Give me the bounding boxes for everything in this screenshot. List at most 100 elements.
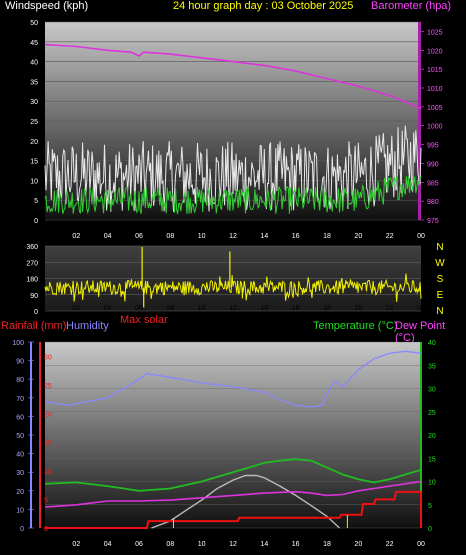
temp-y-tick: 5: [428, 503, 432, 510]
rain-y-tick: 15: [44, 440, 52, 447]
temp-x-tick: 12: [229, 541, 237, 548]
wind-x-tick: 04: [104, 233, 112, 240]
wind-y-tick: 15: [30, 159, 38, 166]
wind-x-tick: 12: [229, 233, 237, 240]
baro-y-tick: 995: [427, 143, 439, 150]
wind-label: Windspeed (kph): [5, 0, 89, 12]
direction-x-tick: 06: [135, 305, 143, 312]
baro-y-tick: 1010: [427, 86, 443, 93]
max-solar-label: Max solar: [120, 314, 168, 326]
wind-x-tick: 14: [260, 233, 268, 240]
direction-x-tick: 10: [198, 305, 206, 312]
direction-x-tick: 04: [104, 305, 112, 312]
direction-x-tick: 02: [72, 305, 80, 312]
temp-x-tick: 08: [166, 541, 174, 548]
direction-x-tick: 12: [229, 305, 237, 312]
wind-x-tick: 02: [72, 233, 80, 240]
compass-letter: S: [437, 274, 444, 285]
humidity-y-tick: 70: [16, 396, 24, 403]
humidity-y-tick: 10: [16, 507, 24, 514]
dew-point-line: [44, 480, 422, 508]
baro-y-tick: 1015: [427, 67, 443, 74]
baro-y-tick: 975: [427, 218, 439, 225]
direction-x-tick: 22: [386, 305, 394, 312]
temp-x-tick: 20: [354, 541, 362, 548]
temp-y-tick: 35: [428, 363, 436, 370]
barometer-label: Barometer (hpa): [371, 0, 452, 12]
wind-x-tick: 16: [292, 233, 300, 240]
rain-y-tick: 10: [44, 469, 52, 476]
wind-y-tick: 40: [30, 60, 38, 67]
wind-y-tick: 35: [30, 79, 38, 86]
compass-letter: W: [435, 258, 445, 269]
temp-x-tick: 00: [417, 541, 425, 548]
compass-letter: N: [436, 242, 443, 253]
direction-y-tick: 270: [26, 260, 38, 267]
wind-y-tick: 20: [30, 139, 38, 146]
wind-y-tick: 50: [30, 20, 38, 27]
wind-y-tick: 25: [30, 119, 38, 126]
temp-x-tick: 02: [72, 541, 80, 548]
temp-y-tick: 40: [428, 340, 436, 347]
wind-x-tick: 10: [198, 233, 206, 240]
wind-y-tick: 5: [34, 198, 38, 205]
wind-x-tick: 22: [386, 233, 394, 240]
humidity-y-tick: 60: [16, 414, 24, 421]
dew-point-label: Dew Point (°C): [395, 320, 446, 344]
direction-x-tick: 14: [260, 305, 268, 312]
direction-y-tick: 180: [26, 277, 38, 284]
rain-y-tick: 0: [44, 526, 48, 533]
temp-y-tick: 25: [428, 410, 436, 417]
direction-x-tick: 16: [292, 305, 300, 312]
humidity-y-tick: 80: [16, 377, 24, 384]
rain-y-tick: 5: [44, 497, 48, 504]
wind-y-tick: 30: [30, 99, 38, 106]
wind-x-tick: 18: [323, 233, 331, 240]
baro-y-tick: 980: [427, 199, 439, 206]
temp-x-tick: 06: [135, 541, 143, 548]
humidity-line: [44, 350, 422, 408]
compass-letter: E: [437, 290, 444, 301]
temp-x-tick: 18: [323, 541, 331, 548]
temperature-line: [44, 458, 422, 492]
wind-x-tick: 20: [354, 233, 362, 240]
humidity-y-tick: 40: [16, 452, 24, 459]
rain-y-tick: 30: [44, 354, 52, 361]
direction-x-tick: 20: [354, 305, 362, 312]
graph-title: 24 hour graph day : 03 October 2025: [173, 0, 354, 12]
wind-average-line: [44, 176, 422, 215]
temp-x-tick: 04: [104, 541, 112, 548]
temp-y-tick: 10: [428, 480, 436, 487]
humidity-y-tick: 0: [20, 526, 24, 533]
humidity-y-tick: 50: [16, 433, 24, 440]
baro-y-tick: 1025: [427, 29, 443, 36]
wind-x-tick: 08: [166, 233, 174, 240]
wind-y-tick: 45: [30, 40, 38, 47]
temp-x-tick: 10: [198, 541, 206, 548]
wind-direction-line: [44, 273, 422, 302]
temp-x-tick: 14: [260, 541, 268, 548]
compass-letter: N: [436, 306, 443, 317]
humidity-label: Humidity: [66, 320, 109, 332]
rainfall-label: Rainfall (mm): [1, 320, 67, 332]
direction-x-tick: 08: [166, 305, 174, 312]
temp-y-tick: 0: [428, 526, 432, 533]
direction-y-tick: 90: [30, 293, 38, 300]
rainfall-line: [45, 490, 422, 529]
humidity-y-tick: 30: [16, 470, 24, 477]
temp-x-tick: 22: [386, 541, 394, 548]
baro-y-tick: 1005: [427, 105, 443, 112]
baro-y-tick: 985: [427, 180, 439, 187]
direction-y-tick: 0: [34, 309, 38, 316]
baro-y-tick: 990: [427, 161, 439, 168]
temp-y-tick: 30: [428, 387, 436, 394]
baro-axis-bar: [418, 22, 421, 220]
temperature-label: Temperature (°C): [313, 320, 398, 332]
direction-y-tick: 360: [26, 244, 38, 251]
barometer-line: [44, 43, 422, 110]
temp-x-tick: 16: [292, 541, 300, 548]
direction-x-tick: 18: [323, 305, 331, 312]
direction-x-tick: 00: [417, 305, 425, 312]
